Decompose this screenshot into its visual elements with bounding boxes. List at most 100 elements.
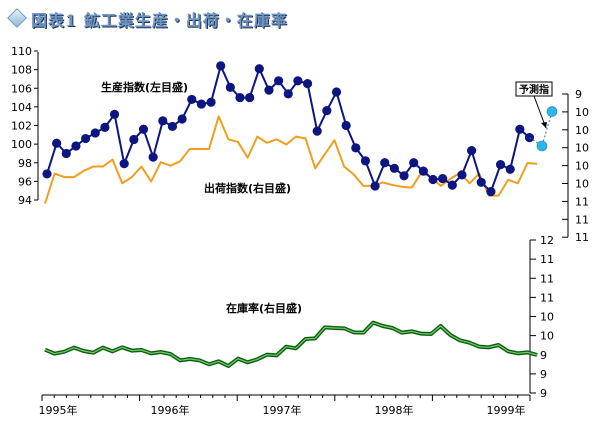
production-point: [235, 92, 245, 103]
production-point: [42, 169, 52, 179]
production-point: [119, 159, 129, 169]
production-point: [389, 163, 399, 173]
left-tick-label: 100: [11, 138, 32, 151]
production-point: [428, 174, 438, 185]
upper-right-tick-label: 11: [575, 231, 589, 244]
upper-right-tick-label: 10: [575, 124, 589, 137]
production-point: [90, 128, 100, 138]
upper-right-tick-label: 10: [575, 106, 589, 119]
upper-right-tick-label: 10: [575, 142, 589, 155]
production-point: [167, 121, 178, 132]
inventory-series-label: 在庫率(右目盛): [226, 301, 302, 315]
production-point: [495, 160, 506, 170]
x-tick-label: 1997年: [263, 403, 302, 417]
production-point: [61, 148, 71, 159]
left-tick-label: 106: [11, 82, 32, 95]
production-point: [100, 122, 110, 132]
production-point: [312, 126, 322, 136]
upper-right-tick-label: 10: [575, 178, 589, 191]
production-point: [351, 143, 361, 153]
production-point: [380, 158, 390, 168]
production-point: [360, 156, 371, 166]
production-point: [457, 170, 467, 180]
production-point: [187, 94, 197, 105]
upper-right-tick-label: 9: [575, 88, 582, 101]
upper-right-tick-label: 10: [575, 160, 589, 173]
left-tick-label: 94: [18, 194, 32, 207]
x-tick-label: 1996年: [151, 403, 190, 417]
left-tick-label: 98: [18, 157, 32, 170]
x-tick-label: 1999年: [487, 403, 526, 417]
production-point: [467, 146, 477, 156]
production-point: [264, 85, 274, 95]
axes: 94 96 98 100 102 104 106 108 110 9 10 10 10 10 10 11 11 1…: [11, 45, 589, 417]
forecast-point: [546, 106, 558, 117]
production-point: [486, 187, 496, 197]
production-point: [81, 133, 91, 144]
lower-right-tick-label: 11: [540, 253, 554, 266]
production-point: [331, 87, 342, 97]
labels-layer: 予測指 生産指数(左目盛) 出荷指数(右目盛) 在庫率(右目盛): [101, 80, 553, 315]
shipments-series-label: 出荷指数(右目盛): [204, 181, 291, 195]
series-layer: [42, 61, 558, 368]
production-point: [148, 152, 158, 162]
production-point: [322, 106, 332, 116]
production-point: [476, 177, 486, 187]
lower-right-tick-label: 12: [540, 234, 554, 247]
production-point: [505, 164, 515, 174]
lower-right-tick-label: 9: [540, 349, 547, 362]
production-point: [71, 141, 81, 151]
production-point: [283, 89, 293, 99]
production-point: [370, 181, 380, 191]
production-point: [274, 76, 284, 86]
x-tick-label: 1998年: [375, 403, 414, 417]
left-tick-label: 96: [18, 175, 32, 188]
production-point: [216, 61, 226, 71]
lower-right-tick-label: 9: [540, 387, 547, 400]
production-point: [341, 120, 351, 131]
production-point: [225, 82, 235, 92]
forecast-point: [536, 140, 548, 152]
lower-right-tick-label: 10: [540, 330, 554, 343]
production-point: [293, 76, 303, 86]
production-point: [206, 97, 216, 107]
x-tick-label: 1995年: [39, 403, 78, 417]
production-point: [196, 99, 206, 109]
production-point: [158, 116, 168, 126]
left-tick-label: 108: [11, 64, 32, 77]
production-point: [447, 180, 457, 190]
production-point: [515, 124, 525, 134]
production-point: [245, 92, 255, 103]
lower-right-tick-label: 11: [540, 291, 554, 304]
forecast-callout-arrow: [541, 122, 547, 128]
production-point: [399, 171, 409, 181]
inventory-line-outline: [44, 320, 538, 368]
forecast-line: [529, 111, 553, 147]
production-point: [254, 64, 264, 74]
forecast-callout-label: 予測指: [519, 83, 549, 96]
left-tick-label: 104: [11, 101, 32, 114]
production-point: [52, 138, 62, 148]
inventory-line: [44, 322, 538, 367]
production-point: [418, 166, 428, 176]
production-point: [409, 158, 419, 168]
lower-right-tick-label: 9: [540, 368, 547, 381]
upper-right-tick-label: 11: [575, 195, 589, 208]
left-tick-label: 110: [11, 45, 32, 58]
upper-right-tick-label: 11: [575, 213, 589, 226]
lower-right-tick-label: 10: [540, 311, 554, 324]
production-point: [177, 114, 187, 124]
lower-right-tick-label: 11: [540, 272, 554, 285]
production-point: [438, 173, 448, 184]
left-tick-label: 102: [11, 120, 32, 133]
production-series-label: 生産指数(左目盛): [101, 80, 188, 94]
production-point: [109, 109, 120, 119]
production-point: [302, 78, 313, 89]
production-point: [129, 134, 139, 145]
production-point: [524, 133, 535, 143]
chart-header: 図表1 鉱工業生産・出荷・在庫率: [0, 0, 600, 36]
shipments-line: [44, 115, 538, 204]
chart-title: 図表1 鉱工業生産・出荷・在庫率: [31, 11, 288, 30]
production-point: [138, 124, 149, 134]
